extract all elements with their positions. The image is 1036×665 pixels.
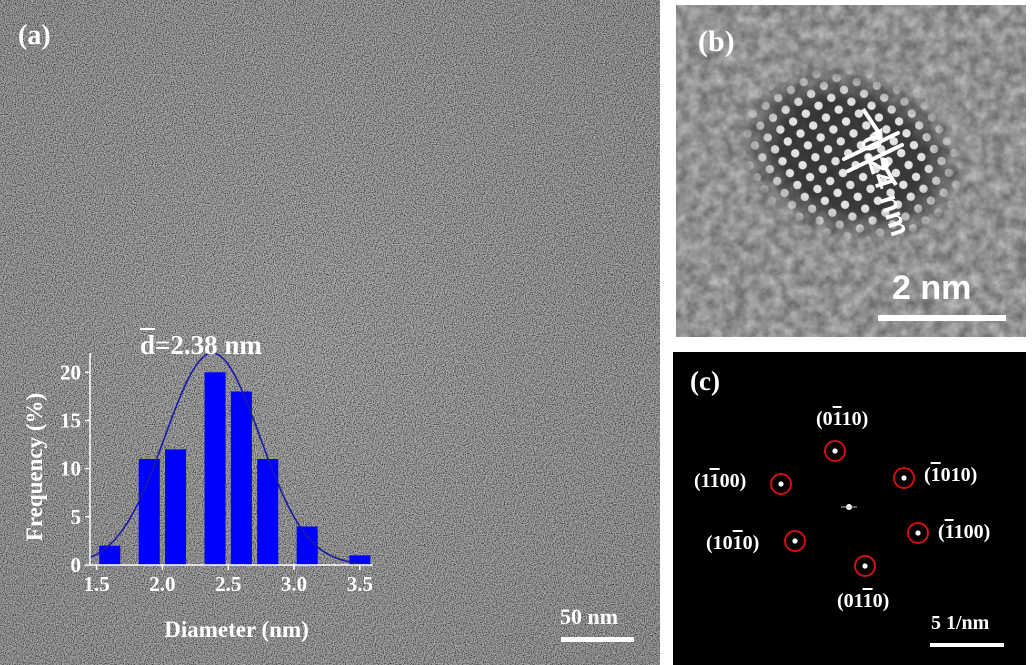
index-part: 0	[872, 590, 883, 612]
gaussian-fit-curve	[89, 352, 367, 565]
x-tick-label: 3.0	[281, 572, 307, 596]
hrtem-image-panel-b: (b) 0.24 nm 2 nm	[676, 5, 1026, 337]
index-label-10-m1-0: (1010)	[706, 532, 760, 554]
index-part: 0	[742, 532, 753, 554]
index-bar: 1	[709, 470, 720, 492]
index-bar: 1	[732, 532, 743, 554]
lattice-spacing-marker	[842, 131, 904, 173]
scale-bar-c	[930, 643, 1004, 647]
spot-01-m1-0	[854, 555, 876, 577]
index-part: 01	[843, 590, 863, 612]
hrtem-micrograph	[676, 5, 1026, 337]
histogram-bar	[99, 545, 121, 565]
spot-m1-010	[893, 467, 915, 489]
size-distribution-histogram: 1.5 2.0 2.5 3.0 3.5 0 5 10 15 20 Diameter (nm) Freq…	[22, 352, 373, 642]
x-tick-label: 3.5	[347, 572, 373, 596]
histogram-bar	[165, 449, 187, 565]
central-beam	[841, 504, 857, 510]
index-label-1-m1-00: (1100)	[694, 470, 747, 492]
histogram-bar	[204, 372, 226, 565]
panel-label-a: (a)	[18, 20, 51, 51]
index-part: 0	[822, 408, 833, 430]
index-part: 100	[953, 521, 984, 543]
histogram-bar	[296, 526, 318, 565]
y-axis-label: Frequency (%)	[22, 393, 47, 541]
spot-1-m1-00	[770, 473, 792, 495]
scale-bar-a	[561, 637, 634, 642]
panel-label-b: (b)	[698, 25, 735, 58]
histogram-bar	[257, 459, 279, 565]
diffraction-spots	[770, 440, 929, 577]
index-part: 1	[700, 470, 710, 492]
y-tick-label: 10	[60, 457, 81, 481]
scale-bar-label-c: 5 1/nm	[931, 612, 990, 634]
index-bar: 1	[930, 464, 941, 486]
index-part: 10	[841, 408, 862, 430]
index-part: 010	[940, 464, 971, 486]
y-tick-label: 5	[71, 505, 82, 529]
spot-0-1-10	[824, 440, 846, 462]
x-tick-label: 1.5	[83, 572, 109, 596]
marker-arrow-upper	[861, 107, 883, 141]
index-label-m1-010: (1010)	[924, 464, 978, 486]
histogram-bar	[138, 459, 160, 565]
x-tick-label: 2.0	[149, 572, 175, 596]
index-part: 10	[712, 532, 733, 554]
y-tick-label: 0	[71, 553, 82, 577]
index-label-0-1-10: (0110)	[816, 408, 869, 430]
y-tick-label: 20	[60, 360, 81, 384]
spot-10-m1-0	[784, 530, 806, 552]
diffraction-pattern-panel-c: (c) (0110)	[673, 352, 1026, 665]
x-tick-label: 2.5	[215, 572, 241, 596]
scale-bar-label-a: 50 nm	[560, 604, 619, 629]
scale-bar-b	[878, 315, 1006, 321]
index-bar: 1	[944, 521, 954, 543]
tem-image-panel-a: (a) 1.5 2.0 2.5 3.0 3.5 0 5 10 15 20 Diameter (nm)…	[0, 0, 660, 665]
index-label-m1-100: (1100)	[938, 521, 991, 543]
spot-m1-100	[907, 522, 929, 544]
panel-label-c: (c)	[690, 366, 720, 396]
histogram-bar	[349, 555, 371, 565]
index-bar: 1	[832, 408, 842, 430]
mean-diameter-label: d=2.38 nm	[140, 330, 262, 361]
index-part: 00	[719, 470, 740, 492]
scale-bar-label-b: 2 nm	[892, 269, 972, 307]
mean-diameter-symbol: d	[140, 330, 156, 360]
mean-diameter-value: =2.38 nm	[155, 330, 262, 360]
x-axis-label: Diameter (nm)	[164, 617, 309, 642]
index-bar: 1	[862, 590, 873, 612]
histogram-bar	[230, 391, 252, 565]
y-tick-label: 15	[60, 408, 81, 432]
index-label-01-m1-0: (0110)	[837, 590, 890, 612]
marker-arrow-lower	[880, 157, 898, 187]
